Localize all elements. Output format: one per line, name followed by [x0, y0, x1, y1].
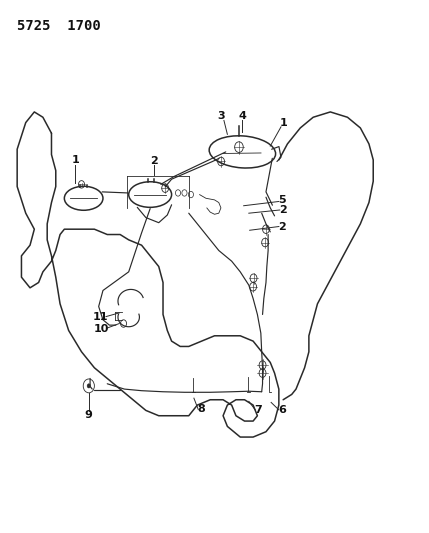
Circle shape: [87, 384, 91, 388]
Text: 7: 7: [254, 405, 262, 415]
Text: 11: 11: [93, 312, 108, 321]
Text: 9: 9: [85, 410, 93, 419]
Text: 5725  1700: 5725 1700: [17, 19, 101, 33]
Text: 3: 3: [217, 111, 225, 121]
Text: 10: 10: [94, 324, 109, 334]
Text: 5: 5: [278, 196, 286, 205]
Text: 1: 1: [279, 118, 287, 127]
Text: 2: 2: [151, 156, 158, 166]
Text: 4: 4: [239, 111, 246, 121]
Text: 2: 2: [279, 205, 287, 215]
Text: 8: 8: [197, 405, 205, 414]
Text: 1: 1: [71, 155, 79, 165]
Text: 2: 2: [278, 222, 286, 231]
Text: 6: 6: [278, 405, 286, 415]
